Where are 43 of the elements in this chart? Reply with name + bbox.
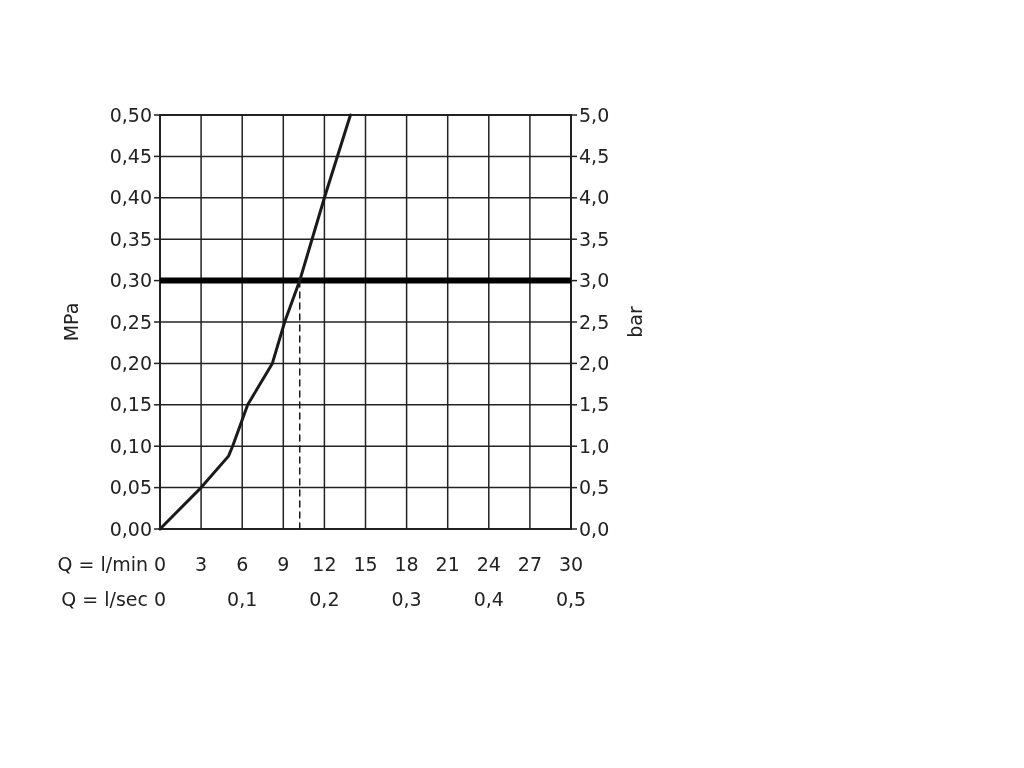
x-tick-label: 18 [394,553,419,575]
x-axis-title: Q = l/min [57,553,148,575]
y2-tick-label: 1,5 [579,393,610,416]
y2-tick-label: 4,0 [579,186,610,209]
y-tick-label: 0,05 [109,476,152,499]
y-tick-label: 0,35 [109,227,152,250]
x2-tick-label: 0 [153,588,167,610]
y-tick-label: 0,30 [109,269,152,292]
y-tick-label: 0,10 [109,434,152,457]
x2-tick-label: 0,3 [391,588,422,610]
y-tick-label: 0,40 [109,186,152,209]
x-tick-label: 3 [195,553,208,575]
x-tick-label: 30 [558,553,584,575]
x2-tick-label: 0,5 [555,588,587,610]
y2-tick-label: 5,0 [579,103,610,126]
x-tick-label: 27 [517,553,542,575]
y-tick-label: 0,25 [109,310,152,333]
x2-tick-label: 0,1 [227,588,258,610]
x-tick-label: 21 [435,553,460,575]
x2-tick-label: 0,4 [473,588,504,610]
y2-tick-label: 0,0 [579,517,610,540]
x-tick-label: 0 [153,553,167,575]
x-tick-label: 6 [236,553,249,575]
y-tick-label: 0,45 [109,145,152,168]
x2-tick-label: 0,2 [309,588,340,610]
y-tick-label: 0,15 [109,393,152,416]
y2-tick-label: 0,5 [579,476,610,499]
y2-tick-label: 4,5 [579,145,610,168]
y2-tick-label: 1,0 [579,434,610,457]
y-tick-label: 0,50 [109,103,152,126]
y2-tick-label: 3,0 [579,269,610,292]
x-tick-label: 9 [277,553,290,575]
y2-tick-label: 3,5 [579,227,610,250]
y2-tick-label: 2,0 [579,352,610,375]
x-tick-label: 12 [312,553,337,575]
y-tick-label: 0,00 [109,517,152,540]
y-axis-title: MPa [60,302,82,342]
y-tick-label: 0,20 [109,352,152,375]
y2-tick-label: 2,5 [579,310,610,333]
x-tick-label: 24 [476,553,501,575]
x-tick-label: 15 [353,553,378,575]
x2-axis-title: Q = l/sec [61,588,148,610]
y2-axis-title: bar [624,306,646,338]
